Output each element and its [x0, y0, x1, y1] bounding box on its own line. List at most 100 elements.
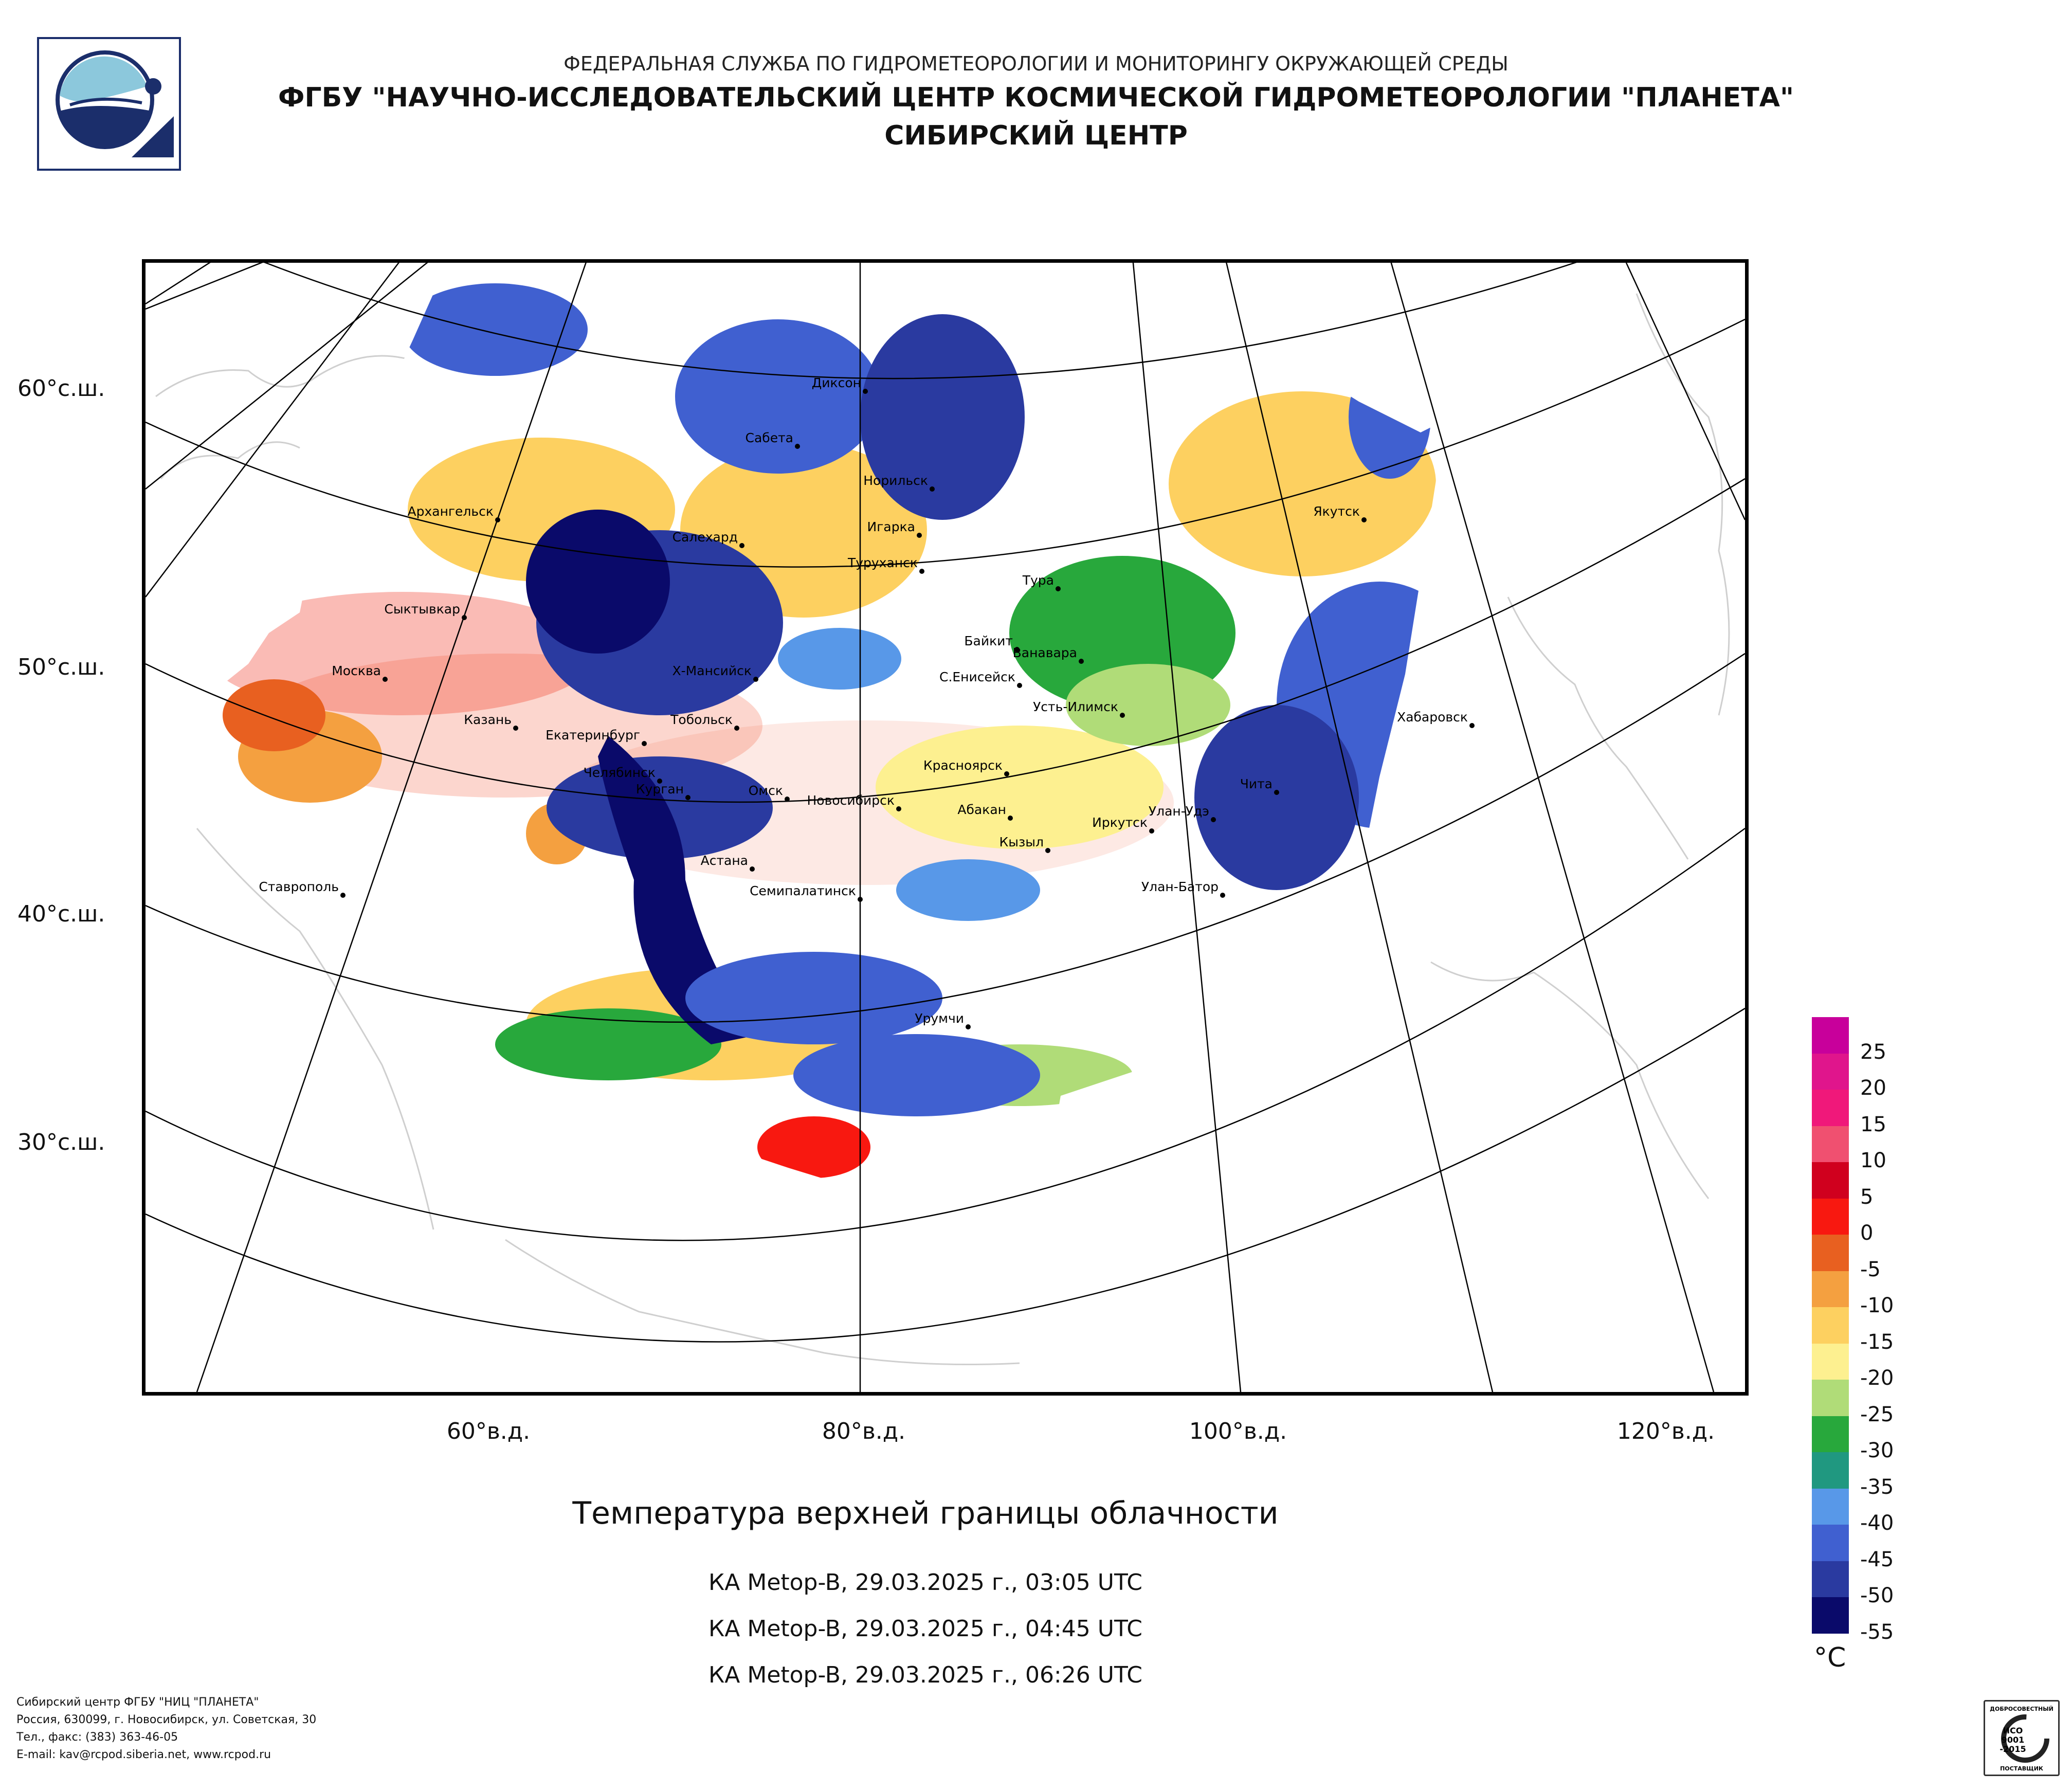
city-label: Игарка [867, 519, 915, 534]
lon-label-60: 60°в.д. [446, 1418, 531, 1444]
city-marker [1014, 647, 1020, 652]
city-label: Диксон [812, 375, 861, 390]
city-marker [1004, 771, 1009, 776]
city-marker [1149, 828, 1154, 834]
iso-badge-l1: ИСО [2003, 1726, 2023, 1735]
legend-label: -50 [1860, 1584, 1894, 1607]
header-center: СИБИРСКИЙ ЦЕНТР [884, 120, 1188, 151]
city-label: Норильск [863, 473, 928, 488]
city-marker [1120, 713, 1125, 718]
iso-badge-icon: ДОБРОСОВЕСТНЫЙ ИСО 9001 -2015 ПОСТАВЩИК [1990, 1706, 2053, 1772]
city-label: Астана [701, 853, 748, 868]
city-label: Улан-Удэ [1149, 804, 1209, 819]
planeta-logo-icon [56, 50, 174, 157]
legend-label: -10 [1860, 1294, 1894, 1317]
city-label: Челябинск [584, 765, 656, 780]
city-marker [919, 569, 924, 574]
legend-swatch [1812, 1488, 1849, 1525]
legend-swatch [1812, 1198, 1849, 1235]
city-label: Хабаровск [1397, 710, 1468, 725]
city-label: Семипалатинск [750, 883, 856, 898]
city-marker [1017, 683, 1022, 688]
city-marker [1056, 586, 1061, 591]
city-marker [1469, 723, 1475, 728]
city-marker [896, 806, 901, 811]
legend-label: 5 [1860, 1185, 1874, 1209]
city-marker [642, 741, 647, 746]
map-canvas: Диксон Сабета Норильск Архангельск Салехард И… [146, 263, 1745, 1392]
planeta-logo [37, 37, 181, 171]
city-label: Сыктывкар [384, 602, 460, 617]
legend-swatch [1812, 1343, 1849, 1380]
city-marker [734, 726, 739, 731]
city-marker [340, 893, 346, 898]
lon-label-80: 80°в.д. [822, 1418, 906, 1444]
lat-label-30: 30°с.ш. [17, 1129, 105, 1155]
legend-label: -20 [1860, 1366, 1894, 1390]
city-label: Урумчи [915, 1011, 964, 1026]
city-labels: Диксон Сабета Норильск Архангельск Салехард И… [259, 375, 1475, 1029]
city-label: Байкит [964, 634, 1013, 648]
city-label: С.Енисейск [939, 670, 1015, 684]
legend-label: 10 [1860, 1149, 1886, 1172]
city-label: Улан-Батор [1141, 879, 1219, 894]
iso-badge: ДОБРОСОВЕСТНЫЙ ИСО 9001 -2015 ПОСТАВЩИК [1984, 1700, 2060, 1776]
city-marker [657, 779, 662, 784]
city-marker [750, 866, 755, 872]
iso-badge-top: ДОБРОСОВЕСТНЫЙ [1990, 1706, 2053, 1712]
legend-swatch [1812, 1126, 1849, 1162]
legend-label: -45 [1860, 1547, 1894, 1571]
legend-swatch [1812, 1162, 1849, 1199]
city-marker [1220, 893, 1225, 898]
legend-label: -55 [1860, 1620, 1894, 1644]
city-label: Чита [1240, 776, 1273, 791]
legend-swatch [1812, 1235, 1849, 1271]
city-label: Абакан [957, 802, 1006, 817]
graticule [146, 263, 1745, 1392]
city-marker [785, 797, 790, 802]
iso-badge-bottom: ПОСТАВЩИК [2000, 1765, 2043, 1772]
city-label: Тобольск [670, 712, 733, 727]
city-label: Кызыл [999, 835, 1044, 849]
city-marker [739, 543, 744, 548]
legend-label: 15 [1860, 1112, 1886, 1136]
legend-swatch [1812, 1090, 1849, 1126]
city-marker [383, 677, 388, 682]
city-marker [966, 1024, 971, 1029]
footer-address: Россия, 630099, г. Новосибирск, ул. Сове… [16, 1713, 317, 1726]
city-label: Х-Мансийск [673, 663, 752, 678]
legend-unit: °C [1814, 1642, 1846, 1673]
city-marker [858, 897, 863, 902]
pass-3: КА Metop-B, 29.03.2025 г., 06:26 UTC [708, 1662, 1142, 1688]
city-marker [513, 726, 518, 731]
footer-contacts: Сибирский центр ФГБУ "НИЦ "ПЛАНЕТА" Росс… [16, 1694, 316, 1764]
city-label: Салехард [673, 530, 738, 545]
coastlines [155, 293, 1730, 1365]
legend-label: -40 [1860, 1511, 1894, 1535]
footer-org: Сибирский центр ФГБУ "НИЦ "ПЛАНЕТА" [16, 1696, 259, 1709]
city-marker [863, 389, 868, 394]
legend-swatch [1812, 1561, 1849, 1597]
city-marker [1211, 817, 1216, 822]
city-label: Новосибирск [807, 793, 895, 808]
city-label: Ванавара [1013, 645, 1077, 660]
lat-label-40: 40°с.ш. [17, 901, 105, 927]
legend-swatch [1812, 1525, 1849, 1561]
city-marker [462, 615, 467, 620]
city-label: Ставрополь [259, 879, 339, 894]
legend-swatch [1812, 1271, 1849, 1307]
legend-swatch [1812, 1452, 1849, 1489]
legend-swatch [1812, 1017, 1849, 1054]
legend-label: -30 [1860, 1439, 1894, 1462]
legend-label: -35 [1860, 1475, 1894, 1499]
city-label: Сабета [746, 430, 793, 445]
legend-label: 25 [1860, 1040, 1886, 1064]
iso-badge-l2: 9001 [2002, 1735, 2025, 1745]
city-marker [1008, 816, 1013, 821]
city-marker [753, 677, 758, 682]
legend-swatch [1812, 1053, 1849, 1090]
city-label: Иркутск [1092, 815, 1148, 830]
footer-email: E-mail: kav@rcpod.siberia.net, www.rcpod… [16, 1748, 271, 1761]
lat-label-50: 50°с.ш. [17, 654, 105, 680]
city-marker [685, 795, 690, 800]
